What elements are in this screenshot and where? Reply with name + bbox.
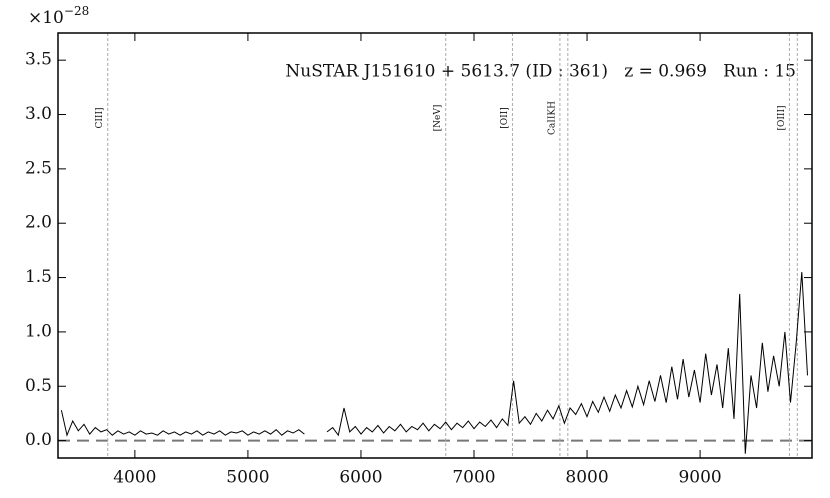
x-tick-label: 5000 (226, 468, 269, 488)
y-tick-label: 2.5 (25, 158, 52, 178)
y-tick-label: 1.5 (25, 267, 52, 287)
x-tick-label: 9000 (678, 468, 721, 488)
x-tick-label: 8000 (565, 468, 608, 488)
line-label: [OIII] (777, 105, 787, 130)
line-label: [NeV] (433, 105, 443, 132)
y-tick-label: 1.0 (25, 321, 52, 341)
plot-frame (57, 32, 813, 459)
line-label: CIII] (95, 107, 105, 128)
y-multiplier: ×10−28 (28, 4, 89, 28)
y-tick-label: 3.5 (25, 50, 52, 70)
x-tick-label: 6000 (339, 468, 382, 488)
y-tick-label: 0.0 (25, 430, 52, 450)
y-tick-label: 3.0 (25, 104, 52, 124)
y-tick-label: 2.0 (25, 213, 52, 233)
line-label: CaIIKH (547, 101, 557, 135)
spectrum (60, 272, 808, 454)
line-label: [OII] (500, 107, 510, 129)
y-tick-label: 0.5 (25, 376, 52, 396)
x-tick-label: 7000 (452, 468, 495, 488)
annotation: NuSTAR J151610 + 5613.7 (ID : 361) z = 0… (285, 62, 796, 82)
x-tick-label: 4000 (113, 468, 156, 488)
